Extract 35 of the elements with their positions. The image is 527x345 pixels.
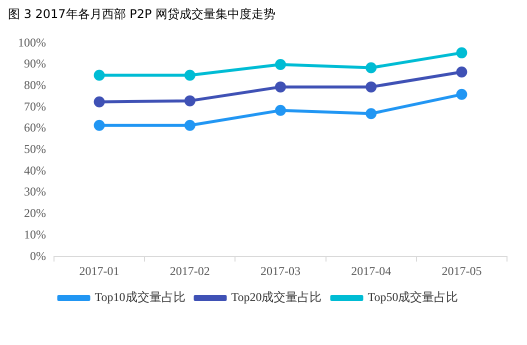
point	[184, 120, 196, 131]
point	[456, 47, 468, 58]
chart-title: 图 3 2017年各月西部 P2P 网贷成交量集中度走势	[8, 6, 276, 23]
x-tick-label: 2017-02	[170, 264, 210, 278]
point	[94, 96, 105, 108]
point	[275, 59, 286, 70]
point	[366, 108, 377, 120]
point	[366, 62, 377, 74]
y-tick-label: 100%	[18, 35, 46, 50]
x-tick-label: 2017-03	[260, 264, 300, 278]
y-tick-label: 50%	[24, 142, 46, 156]
y-tick-label: 80%	[24, 78, 46, 92]
point	[184, 95, 196, 106]
y-tick-label: 20%	[24, 206, 46, 220]
y-tick-label: 30%	[24, 184, 46, 199]
point	[94, 70, 105, 81]
legend-label: Top20成交量占比	[231, 290, 322, 304]
x-tick-label: 2017-01	[79, 264, 120, 278]
y-tick-label: 60%	[24, 120, 46, 135]
y-tick-label: 70%	[24, 99, 46, 114]
legend-label: Top10成交量占比	[94, 290, 186, 304]
point	[275, 104, 286, 116]
point	[456, 88, 468, 100]
y-tick-label: 10%	[24, 227, 46, 242]
point	[366, 81, 377, 92]
y-tick-label: 40%	[24, 163, 46, 178]
y-tick-label: 90%	[24, 56, 46, 71]
point	[456, 66, 468, 78]
legend-label: Top50成交量占比	[368, 290, 458, 304]
x-tick-label: 2017-05	[442, 264, 482, 278]
x-tick-label: 2017-04	[351, 264, 392, 278]
point	[94, 120, 105, 131]
point	[184, 70, 196, 81]
y-tick-label: 0%	[30, 248, 46, 263]
point	[275, 81, 286, 92]
